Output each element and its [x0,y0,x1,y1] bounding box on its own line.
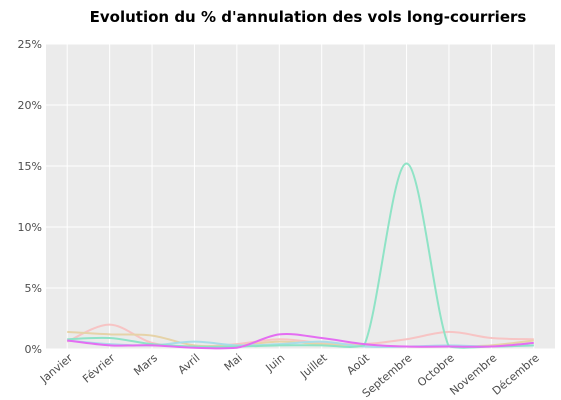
y-tick-label: 25% [18,38,42,51]
y-tick-label: 20% [18,99,42,112]
x-tick-label: Avril [176,351,203,376]
series-line [67,332,534,350]
plot-background [46,44,555,349]
y-tick-label: 10% [18,221,42,234]
x-tick-label: Juin [263,351,288,375]
y-tick-label: 5% [25,282,42,295]
x-tick-label: Mai [222,351,245,373]
x-tick-label: Décembre [490,351,542,398]
x-tick-label: Janvier [37,351,75,386]
x-tick-label: Février [80,351,118,386]
series-line [66,323,534,348]
x-tick-label: Août [344,351,372,378]
y-tick-label: 0% [25,343,42,356]
y-tick-label: 15% [18,160,42,173]
chart-title: Evolution du % d'annulation des vols lon… [90,8,527,26]
x-tick-label: Mars [131,351,160,378]
x-tick-label: Octobre [415,351,457,389]
x-tick-label: Juillet [297,351,330,382]
